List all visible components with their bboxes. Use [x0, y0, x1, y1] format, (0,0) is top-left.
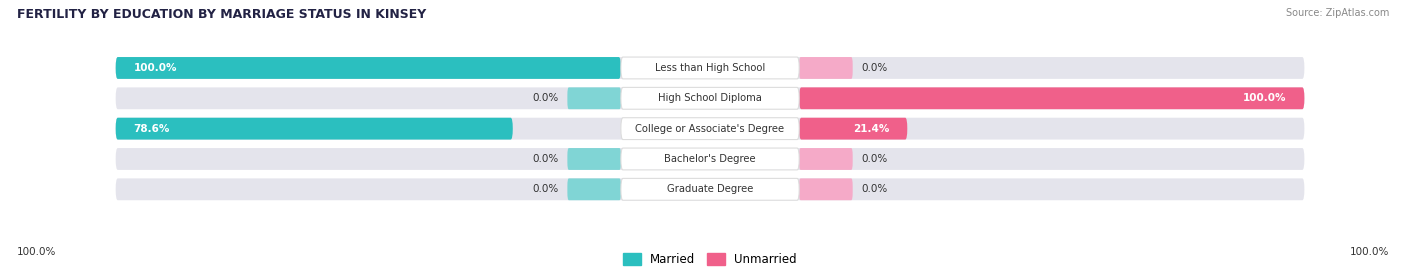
Text: 100.0%: 100.0% [17, 247, 56, 257]
FancyBboxPatch shape [799, 57, 852, 79]
FancyBboxPatch shape [115, 148, 1305, 170]
FancyBboxPatch shape [799, 178, 852, 200]
FancyBboxPatch shape [115, 57, 621, 79]
Text: 100.0%: 100.0% [1243, 93, 1286, 103]
Text: FERTILITY BY EDUCATION BY MARRIAGE STATUS IN KINSEY: FERTILITY BY EDUCATION BY MARRIAGE STATU… [17, 8, 426, 21]
FancyBboxPatch shape [115, 87, 1305, 109]
FancyBboxPatch shape [799, 87, 1305, 109]
FancyBboxPatch shape [799, 148, 852, 170]
FancyBboxPatch shape [621, 118, 799, 140]
FancyBboxPatch shape [568, 178, 621, 200]
Text: Source: ZipAtlas.com: Source: ZipAtlas.com [1285, 8, 1389, 18]
FancyBboxPatch shape [621, 57, 799, 79]
Text: 0.0%: 0.0% [862, 154, 887, 164]
Text: 78.6%: 78.6% [134, 124, 170, 134]
Text: 0.0%: 0.0% [533, 184, 558, 194]
Text: 100.0%: 100.0% [134, 63, 177, 73]
FancyBboxPatch shape [621, 178, 799, 200]
FancyBboxPatch shape [115, 178, 1305, 200]
FancyBboxPatch shape [568, 87, 621, 109]
Text: High School Diploma: High School Diploma [658, 93, 762, 103]
Text: College or Associate's Degree: College or Associate's Degree [636, 124, 785, 134]
FancyBboxPatch shape [621, 148, 799, 170]
Text: 21.4%: 21.4% [853, 124, 890, 134]
Text: Bachelor's Degree: Bachelor's Degree [664, 154, 756, 164]
Text: 0.0%: 0.0% [533, 154, 558, 164]
Legend: Married, Unmarried: Married, Unmarried [619, 248, 801, 268]
FancyBboxPatch shape [115, 118, 513, 140]
FancyBboxPatch shape [568, 148, 621, 170]
FancyBboxPatch shape [115, 118, 1305, 140]
FancyBboxPatch shape [621, 87, 799, 109]
FancyBboxPatch shape [115, 57, 1305, 79]
Text: Graduate Degree: Graduate Degree [666, 184, 754, 194]
Text: 0.0%: 0.0% [862, 63, 887, 73]
Text: Less than High School: Less than High School [655, 63, 765, 73]
Text: 0.0%: 0.0% [533, 93, 558, 103]
FancyBboxPatch shape [799, 118, 907, 140]
Text: 100.0%: 100.0% [1350, 247, 1389, 257]
Text: 0.0%: 0.0% [862, 184, 887, 194]
